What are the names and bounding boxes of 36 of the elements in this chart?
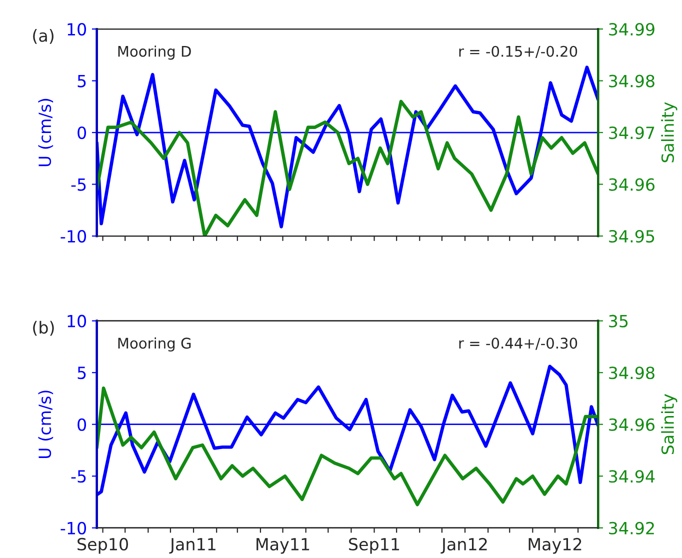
y-tick-label: 0	[78, 418, 86, 431]
x-tick-label: Jan11	[169, 538, 216, 554]
y2-tick-label: 34.94	[609, 470, 655, 483]
annotation: r = -0.44+/-0.30	[459, 338, 578, 350]
y2-tick-label: 34.96	[609, 178, 654, 191]
text: (b)	[33, 320, 54, 336]
y-tick-label: -10	[60, 522, 86, 534]
y-axis-title: U (cm/s)	[38, 98, 54, 166]
x-tick-label: Sep11	[349, 538, 400, 554]
y-axis-title: U (cm/s)	[38, 390, 54, 458]
y2-tick-label: 34.96	[609, 418, 654, 431]
y-tick-label: 10	[68, 22, 86, 36]
text: (a)	[33, 29, 54, 44]
y-tick-label: 5	[78, 366, 86, 380]
y2-tick-label: 35	[609, 314, 628, 328]
y2-tick-label: 34.98	[609, 74, 654, 88]
y2-axis-title: Salinity	[661, 102, 678, 162]
y-tick-label: 0	[78, 126, 86, 140]
x-tick-label: May11	[256, 538, 310, 554]
y2-tick-label: 34.99	[609, 22, 654, 36]
annotation: Mooring G	[118, 337, 191, 352]
annotation: Mooring D	[118, 46, 191, 60]
y2-tick-label: 34.92	[609, 522, 654, 534]
y2-axis-title: Salinity	[661, 394, 678, 454]
annotation: r = -0.15+/-0.20	[459, 46, 578, 58]
x-tick-label: May12	[528, 538, 582, 554]
y-tick-label: -10	[60, 230, 86, 243]
y2-tick-label: 34.97	[609, 126, 654, 140]
x-tick-label: Jan12	[440, 538, 487, 554]
y-tick-label: 5	[78, 74, 86, 88]
y2-tick-label: 34.95	[609, 230, 654, 243]
y-tick-label: -5	[71, 470, 86, 483]
y-tick-label: 10	[68, 314, 86, 328]
y2-tick-label: 34.98	[609, 366, 654, 380]
y-tick-label: -5	[71, 178, 86, 191]
x-tick-label: Sep10	[78, 538, 128, 554]
